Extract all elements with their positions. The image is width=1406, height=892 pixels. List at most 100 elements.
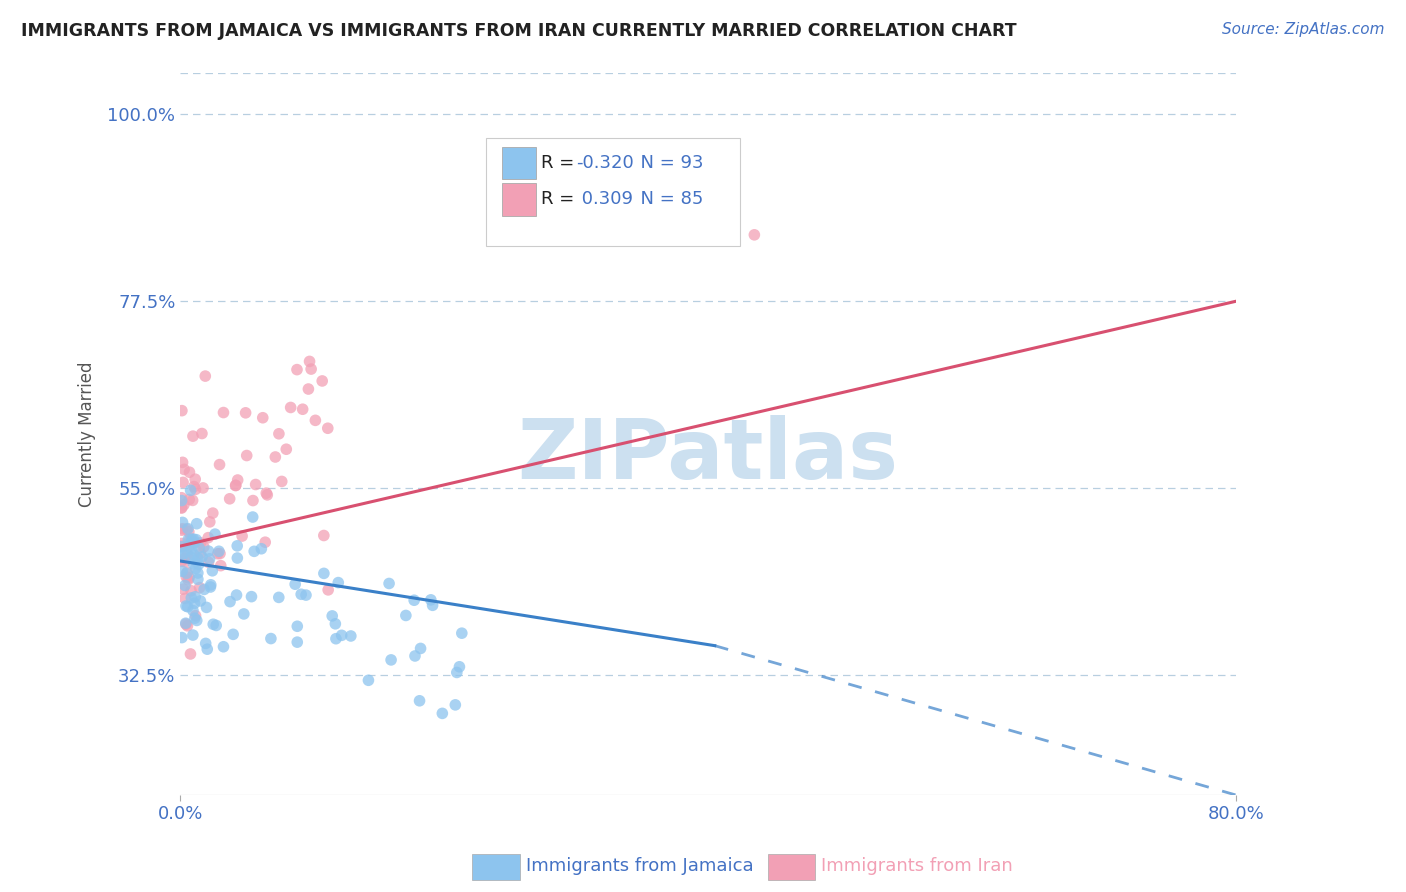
Point (200, 580, 222, 594)
Point (170, 631, 193, 645)
Point (170, 403, 193, 417)
Point (226, 473, 249, 487)
Point (212, 405, 235, 419)
Point (325, 616, 347, 631)
Point (176, 548, 198, 562)
Point (744, 227, 766, 242)
Point (225, 478, 247, 492)
Point (184, 561, 207, 575)
Point (312, 566, 335, 581)
Point (186, 516, 208, 531)
Point (174, 599, 197, 613)
Point (172, 455, 194, 469)
Point (170, 523, 193, 537)
Point (285, 362, 308, 376)
Point (330, 628, 353, 642)
Point (198, 552, 221, 566)
Point (176, 566, 198, 581)
Point (173, 551, 195, 566)
Point (181, 493, 204, 508)
Point (176, 566, 198, 580)
Point (380, 653, 402, 667)
Point (312, 528, 335, 542)
Point (197, 531, 219, 545)
Point (179, 539, 201, 553)
Point (174, 617, 197, 632)
Point (184, 608, 207, 623)
Point (172, 522, 194, 536)
Point (270, 475, 292, 489)
Point (299, 362, 322, 376)
Point (183, 557, 205, 571)
Point (264, 450, 287, 464)
Point (242, 510, 264, 524)
Point (208, 544, 231, 558)
Point (177, 533, 200, 547)
Point (404, 593, 426, 607)
Point (395, 608, 418, 623)
Point (173, 547, 195, 561)
Point (179, 465, 201, 479)
Point (202, 617, 225, 632)
Point (172, 564, 194, 578)
Point (172, 475, 194, 490)
Point (260, 632, 283, 646)
Point (181, 604, 204, 618)
Point (449, 660, 471, 674)
Point (177, 573, 200, 587)
Point (172, 582, 194, 596)
Point (170, 547, 193, 561)
Text: Source: ZipAtlas.com: Source: ZipAtlas.com (1222, 22, 1385, 37)
Point (184, 483, 207, 497)
Point (204, 527, 226, 541)
Point (181, 628, 204, 642)
Point (218, 491, 240, 506)
Point (174, 616, 197, 631)
Point (197, 555, 219, 569)
Point (422, 599, 444, 613)
Y-axis label: Currently Married: Currently Married (79, 361, 96, 507)
Point (190, 546, 212, 560)
Point (291, 402, 314, 417)
Point (187, 558, 209, 572)
Text: Immigrants from Iran: Immigrants from Iran (821, 857, 1012, 875)
Point (187, 566, 209, 580)
Point (193, 582, 215, 597)
Point (181, 532, 204, 546)
Point (195, 642, 218, 657)
Point (267, 591, 290, 605)
Point (170, 539, 193, 553)
Point (187, 551, 209, 566)
Text: N = 85: N = 85 (628, 190, 703, 209)
Point (450, 626, 472, 640)
Point (176, 570, 198, 584)
Point (201, 506, 224, 520)
Point (193, 540, 215, 554)
Point (179, 532, 201, 546)
Point (180, 537, 202, 551)
Point (194, 369, 217, 384)
Point (184, 611, 207, 625)
FancyBboxPatch shape (486, 138, 740, 246)
Text: R =: R = (541, 190, 581, 209)
Point (200, 578, 222, 592)
Point (232, 607, 254, 621)
Point (209, 558, 232, 573)
Point (316, 582, 339, 597)
Point (240, 590, 263, 604)
Point (245, 477, 267, 491)
Point (194, 636, 217, 650)
Point (208, 547, 231, 561)
Point (181, 429, 204, 443)
Point (176, 619, 198, 633)
Text: Immigrants from Jamaica: Immigrants from Jamaica (526, 857, 754, 875)
Point (252, 410, 274, 425)
Point (254, 535, 277, 549)
Text: -0.320: -0.320 (576, 154, 634, 172)
Point (311, 374, 333, 388)
Point (201, 564, 224, 578)
Point (212, 640, 235, 654)
Point (298, 354, 321, 368)
Point (180, 591, 202, 605)
Point (183, 596, 205, 610)
